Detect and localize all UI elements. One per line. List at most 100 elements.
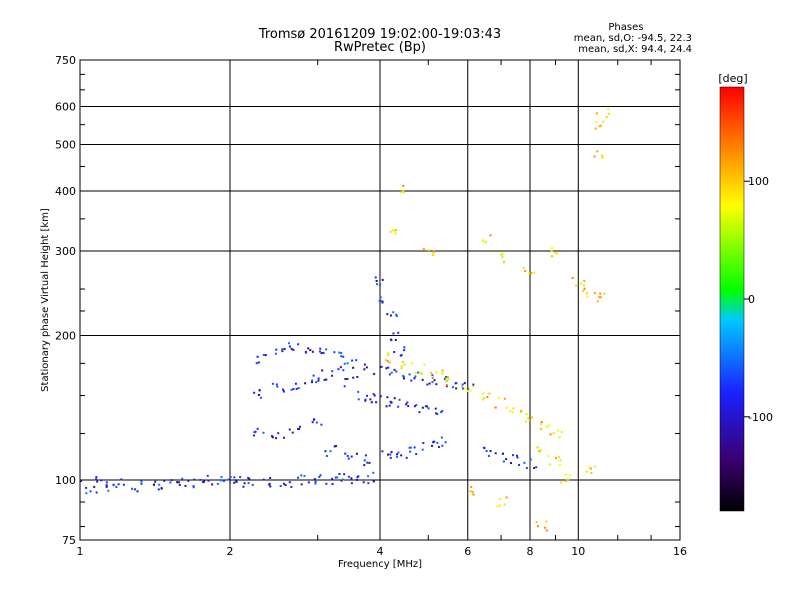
data-point (274, 352, 277, 355)
data-point (527, 272, 530, 275)
data-point (203, 480, 206, 483)
data-point (529, 458, 532, 461)
data-point (290, 347, 293, 350)
data-point (413, 446, 416, 449)
data-point (466, 390, 469, 393)
data-point (85, 492, 88, 495)
data-point (337, 368, 340, 371)
data-point (481, 239, 484, 242)
data-point (363, 368, 366, 371)
data-point (318, 476, 321, 479)
data-point (346, 377, 349, 380)
data-point (323, 378, 326, 381)
data-point (386, 360, 389, 363)
data-point (599, 124, 602, 127)
data-point (299, 425, 302, 428)
data-point (444, 441, 447, 444)
y-tick-label: 400 (55, 185, 76, 198)
chart-title-line1: Tromsø 20161209 19:02:00-19:03:43 (258, 27, 502, 42)
data-point (394, 229, 397, 232)
data-point (389, 456, 392, 459)
data-point (312, 418, 315, 421)
data-point (235, 479, 238, 482)
data-point (154, 480, 157, 483)
data-point (297, 427, 300, 430)
data-point (605, 116, 608, 119)
data-point (486, 395, 489, 398)
data-point (423, 363, 426, 366)
x-tick-label: 10 (571, 545, 585, 558)
data-point (220, 479, 223, 482)
data-point (256, 427, 259, 430)
data-point (283, 436, 286, 439)
data-point (469, 490, 472, 493)
data-point (133, 488, 136, 491)
data-point (390, 451, 393, 454)
data-point (400, 367, 403, 370)
data-point (512, 407, 515, 410)
data-point (392, 311, 395, 314)
data-point (402, 375, 405, 378)
data-point (253, 431, 256, 434)
data-point (311, 381, 314, 384)
data-point (324, 450, 327, 453)
data-point (389, 338, 392, 341)
data-point (370, 401, 373, 404)
data-point (320, 352, 323, 355)
colorbar-tick-label: 0 (748, 293, 755, 306)
data-point (290, 388, 293, 391)
data-point (163, 479, 166, 482)
data-point (582, 284, 585, 287)
data-point (424, 405, 427, 408)
data-point (357, 398, 360, 401)
data-point (277, 432, 280, 435)
data-point (601, 156, 604, 159)
data-point (509, 410, 512, 413)
data-point (462, 387, 465, 390)
data-point (177, 481, 180, 484)
data-point (220, 476, 223, 479)
data-point (184, 484, 187, 487)
data-point (192, 486, 195, 489)
data-point (292, 387, 295, 390)
data-point (379, 395, 382, 398)
data-point (432, 252, 435, 255)
data-point (253, 391, 256, 394)
data-point (463, 382, 466, 385)
data-point (531, 416, 534, 419)
data-point (93, 485, 96, 488)
data-point (227, 478, 230, 481)
data-point (229, 476, 232, 479)
data-point (314, 482, 317, 485)
data-point (275, 437, 278, 440)
data-point (269, 476, 272, 479)
data-point (436, 413, 439, 416)
data-point (426, 383, 429, 386)
data-point (522, 266, 525, 269)
data-point (284, 484, 287, 487)
data-point (403, 346, 406, 349)
data-point (379, 283, 382, 286)
data-point (422, 442, 425, 445)
data-point (421, 448, 424, 451)
data-point (157, 488, 160, 491)
data-point (389, 314, 392, 317)
data-point (427, 407, 430, 410)
data-point (318, 350, 321, 353)
data-point (409, 446, 412, 449)
data-point (603, 292, 606, 295)
data-point (482, 446, 485, 449)
data-point (407, 405, 410, 408)
data-point (264, 354, 267, 357)
data-point (307, 481, 310, 484)
data-point (282, 390, 285, 393)
data-point (140, 480, 143, 483)
data-point (408, 373, 411, 376)
data-point (366, 394, 369, 397)
data-point (376, 283, 379, 286)
data-point (95, 476, 98, 479)
data-point (192, 485, 195, 488)
data-point (388, 373, 391, 376)
data-point (395, 314, 398, 317)
data-point (441, 372, 444, 375)
